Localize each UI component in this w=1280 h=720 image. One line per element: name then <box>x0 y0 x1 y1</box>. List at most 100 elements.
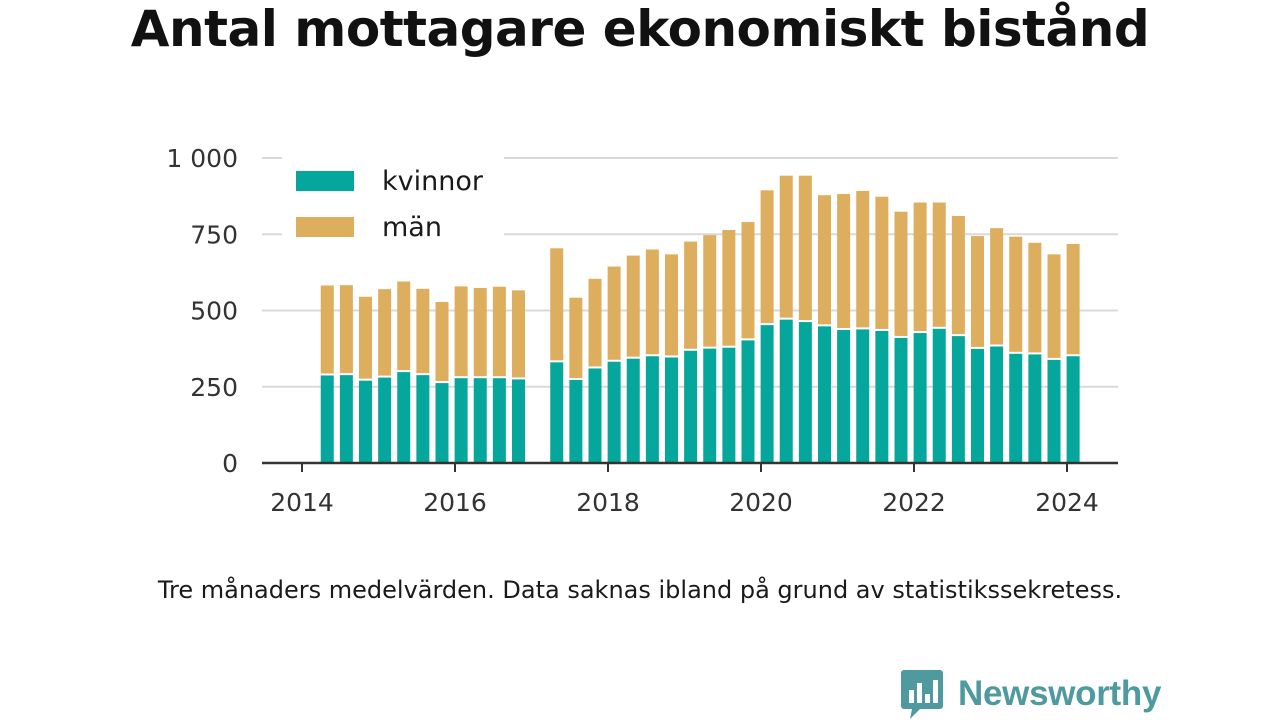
bar-män <box>837 193 851 329</box>
bar-män <box>798 175 812 321</box>
legend: kvinnor män <box>282 150 504 248</box>
bar-kvinnor <box>894 337 908 463</box>
brand: Newsworthy <box>900 668 1161 720</box>
bar-kvinnor <box>951 336 965 463</box>
bar-kvinnor <box>454 378 468 463</box>
legend-label-kvinnor: kvinnor <box>382 166 484 197</box>
x-tick-label: 2024 <box>1035 488 1099 517</box>
bar-män <box>607 266 621 360</box>
bar-män <box>684 241 698 349</box>
bar-män <box>722 229 736 346</box>
bar-män <box>358 296 372 379</box>
bar-män <box>970 236 984 347</box>
bar-män <box>473 287 487 377</box>
bar-män <box>626 255 640 357</box>
y-tick-label: 250 <box>190 373 238 402</box>
bar-kvinnor <box>607 361 621 463</box>
x-axis: 2014 2016 2018 2020 2022 2024 <box>262 461 1118 517</box>
bar-män <box>435 301 449 382</box>
bar-män <box>416 288 430 374</box>
bar-kvinnor <box>1066 356 1080 463</box>
bar-kvinnor <box>779 319 793 463</box>
bars <box>320 175 1080 463</box>
bar-män <box>569 297 583 379</box>
bar-chart: 0 250 500 750 1 000 2014 2016 2018 2020 2022 2024… <box>166 144 1118 517</box>
bar-kvinnor <box>913 333 927 463</box>
bar-kvinnor <box>550 362 564 463</box>
chart-title: Antal mottagare ekonomiskt bistånd <box>130 0 1150 58</box>
x-tick-label: 2020 <box>729 488 793 517</box>
x-tick-label: 2018 <box>576 488 640 517</box>
x-tick-label: 2016 <box>423 488 487 517</box>
bar-män <box>894 211 908 336</box>
bar-kvinnor <box>722 347 736 463</box>
bar-män <box>550 248 564 361</box>
y-tick-label: 1 000 <box>166 144 238 173</box>
bar-män <box>913 202 927 332</box>
bar-män <box>779 175 793 318</box>
legend-swatch-kvinnor <box>296 171 354 191</box>
bar-kvinnor <box>358 380 372 463</box>
bar-män <box>378 289 392 376</box>
y-tick-label: 750 <box>190 220 238 249</box>
bar-män <box>741 222 755 339</box>
bar-kvinnor <box>760 325 774 463</box>
y-axis-labels: 0 250 500 750 1 000 <box>166 144 238 478</box>
legend-label-män: män <box>382 212 442 243</box>
bar-kvinnor <box>798 322 812 463</box>
x-tick-label: 2022 <box>882 488 946 517</box>
bar-män <box>339 285 353 374</box>
bar-kvinnor <box>397 372 411 463</box>
bar-män <box>856 190 870 328</box>
bar-män <box>454 286 468 377</box>
bar-män <box>645 249 659 355</box>
x-tick-label: 2014 <box>270 488 334 517</box>
chat-bar-chart-icon <box>901 670 943 719</box>
bar-kvinnor <box>473 378 487 463</box>
bar-män <box>703 235 717 347</box>
bar-kvinnor <box>645 356 659 463</box>
bar-män <box>511 290 525 378</box>
bar-män <box>1028 242 1042 353</box>
bar-kvinnor <box>626 358 640 463</box>
bar-kvinnor <box>856 329 870 463</box>
bar-män <box>951 215 965 335</box>
bar-män <box>1047 254 1061 358</box>
bar-kvinnor <box>837 330 851 463</box>
bar-kvinnor <box>990 346 1004 463</box>
bar-kvinnor <box>339 375 353 463</box>
bar-kvinnor <box>569 380 583 463</box>
bar-män <box>875 196 889 329</box>
bar-kvinnor <box>492 378 506 463</box>
bar-män <box>588 278 602 367</box>
bar-kvinnor <box>703 348 717 463</box>
bar-män <box>1009 236 1023 352</box>
bar-män <box>817 195 831 325</box>
bar-kvinnor <box>320 375 334 463</box>
bar-män <box>760 190 774 324</box>
bar-män <box>664 254 678 356</box>
brand-name: Newsworthy <box>958 674 1162 713</box>
bar-kvinnor <box>741 340 755 463</box>
bar-kvinnor <box>511 379 525 463</box>
bar-män <box>397 281 411 371</box>
bar-kvinnor <box>684 350 698 463</box>
bar-kvinnor <box>378 377 392 463</box>
legend-swatch-män <box>296 217 354 237</box>
bar-män <box>990 228 1004 345</box>
footnote: Tre månaders medelvärden. Data saknas ib… <box>157 576 1123 604</box>
bar-kvinnor <box>588 368 602 463</box>
bar-kvinnor <box>435 383 449 463</box>
bar-kvinnor <box>416 375 430 463</box>
bar-kvinnor <box>875 330 889 463</box>
bar-kvinnor <box>1009 353 1023 463</box>
bar-män <box>1066 244 1080 355</box>
bar-kvinnor <box>970 348 984 463</box>
bar-kvinnor <box>1028 354 1042 463</box>
bar-män <box>320 285 334 374</box>
bar-kvinnor <box>932 328 946 463</box>
y-tick-label: 0 <box>222 449 238 478</box>
bar-kvinnor <box>664 357 678 463</box>
bar-män <box>492 286 506 377</box>
bar-kvinnor <box>817 326 831 463</box>
